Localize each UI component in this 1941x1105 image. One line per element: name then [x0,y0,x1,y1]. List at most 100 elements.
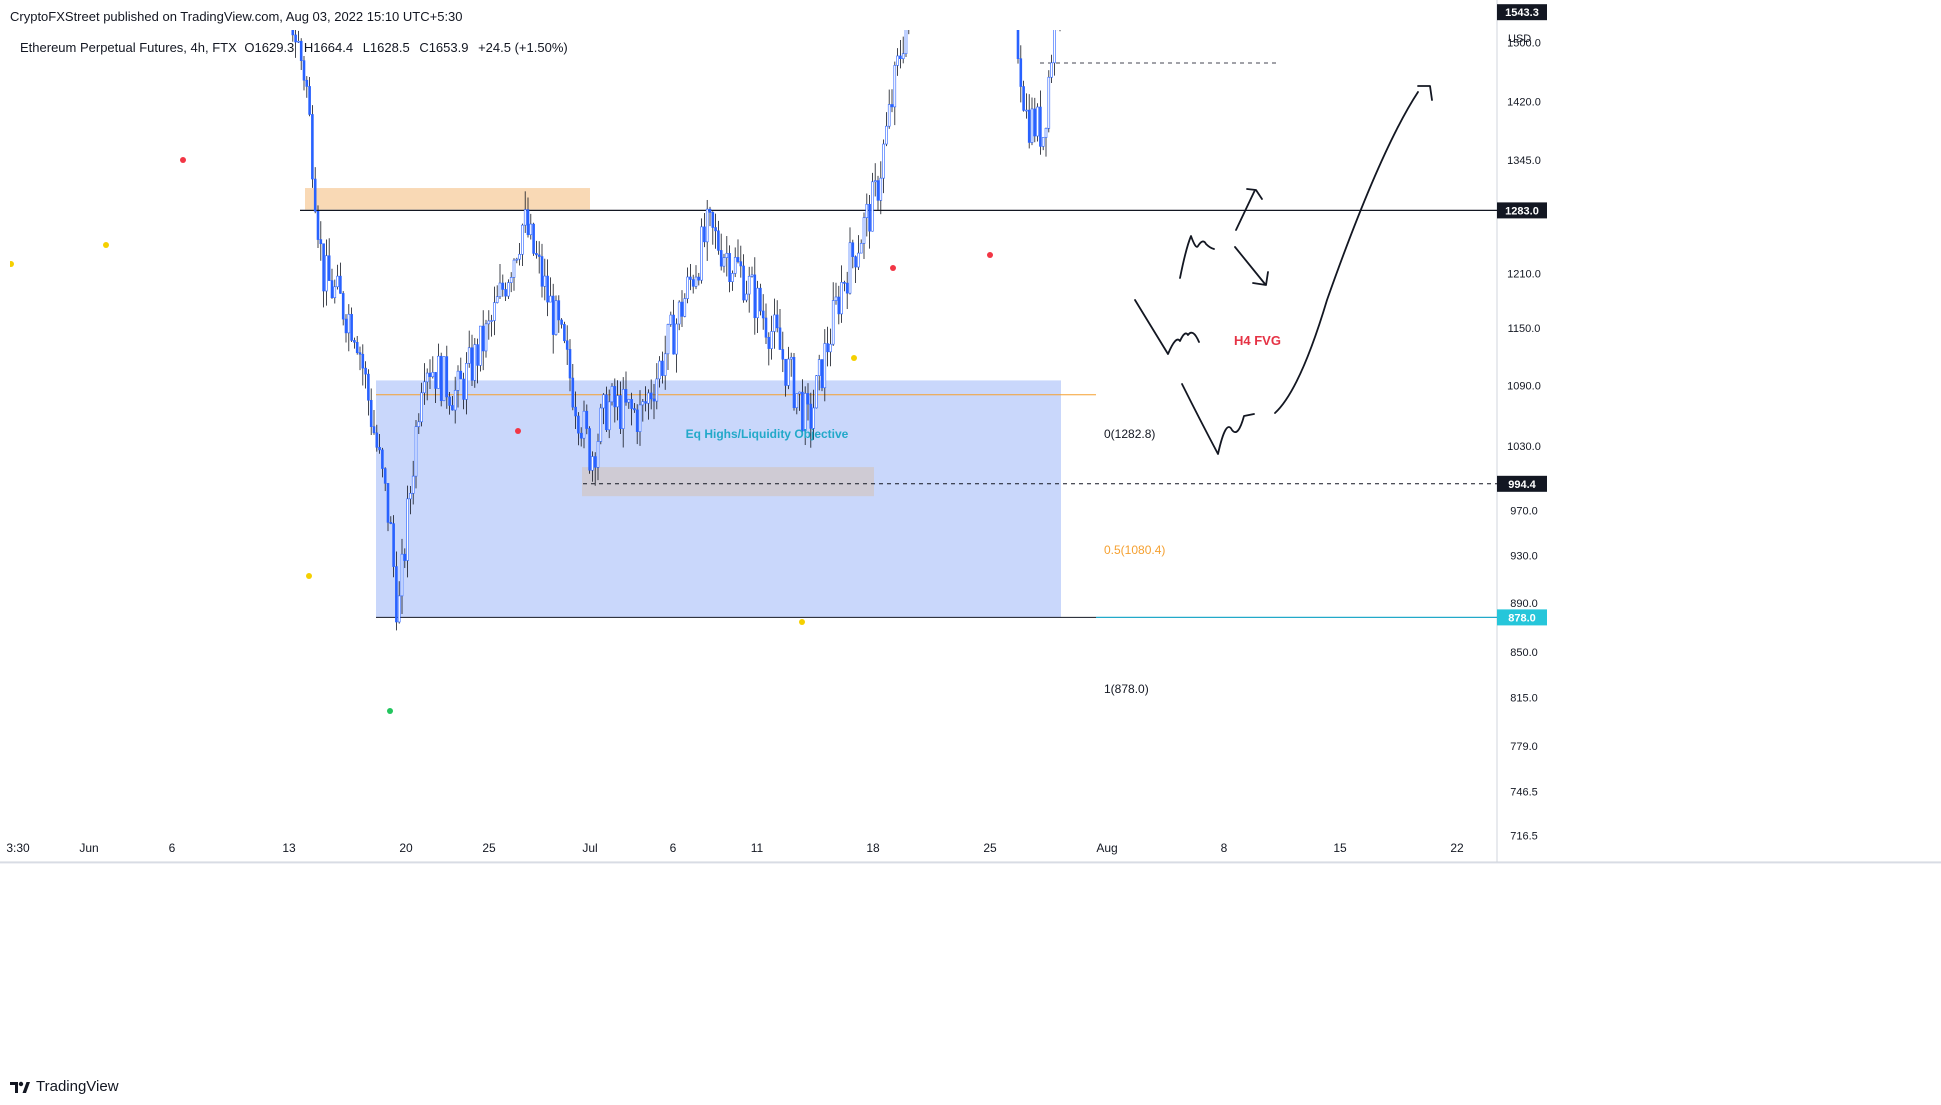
candle-body [761,310,765,319]
candle-body [325,255,328,292]
candle-body [773,314,776,332]
candle-body [353,340,356,343]
plot-area: Eq Highs/Liquidity Objective H4 FVG 0(1282… [10,0,1497,714]
candle-body [904,30,908,55]
candle-body [644,401,647,404]
candle-body [753,274,757,319]
swing-high-marker [890,265,896,271]
candle-body [428,372,432,378]
candle-body [882,143,885,179]
candle-body [1030,108,1034,143]
swing-low-marker-green [387,708,393,714]
ohlc-change: +24.5 (+1.50%) [478,40,568,55]
candle-body [367,373,370,401]
candle-body [484,323,488,352]
candle-body [439,355,443,401]
candle-body [691,279,695,287]
candle-body [467,347,471,364]
time-tick-label: 15 [1333,841,1347,855]
candle-body [456,370,460,391]
candle-body [661,360,664,376]
candle-body [756,287,759,319]
eq-highs-label: Eq Highs/Liquidity Objective [686,427,849,441]
candle-body [873,180,877,183]
candle-body [560,319,563,325]
candle-body [588,428,591,471]
candle-body [879,177,883,201]
candle-body [837,296,841,315]
candle-body [778,327,782,350]
candle-body [364,367,367,375]
candle-body [770,331,773,349]
candle-body [787,358,790,386]
candle-body [613,386,617,408]
candle-body [543,275,547,287]
candle-body [700,226,703,281]
candle-body [537,254,541,257]
candle-body [663,353,667,376]
time-tick-label: 22 [1450,841,1464,855]
candle-body [859,243,863,254]
candle-body [826,343,829,353]
ohlc-high: H1664.4 [303,40,354,55]
candle-body [355,341,359,353]
candle-body [372,426,376,434]
candle-body [725,253,729,258]
candle-body [437,355,440,389]
candle-body [885,125,888,145]
candle-body [406,498,409,561]
candle-body [815,375,818,409]
candle-body [711,212,715,228]
candle-body [812,407,815,429]
candles [291,0,1061,631]
fib-label-1: 1(878.0) [1104,682,1149,696]
candle-body [375,432,379,448]
candle-body [344,318,348,334]
swing-low-marker [306,573,312,579]
candle-body [465,363,468,400]
projection-arrow-down [1234,246,1269,286]
candle-body [526,209,530,236]
time-tick-label: 25 [983,841,997,855]
axis-tick-label: 716.5 [1510,831,1538,843]
candle-body [490,320,493,322]
candle-body [745,293,748,301]
candle-body [899,55,902,60]
axis-tick-label: 1150.0 [1508,323,1541,335]
candle-body [445,356,449,398]
candle-body [736,257,740,262]
candle-body [297,40,300,43]
candle-body [848,242,852,294]
axis-tick-label: 779.0 [1510,741,1538,753]
candle-body [641,401,645,406]
candle-body [493,302,496,321]
candle-body [913,0,915,12]
candle-body [607,401,611,431]
swing-high-marker [180,157,186,163]
candle-body [305,79,309,87]
candle-body [515,258,519,261]
candle-body [294,34,297,43]
axis-currency: USD [1508,33,1531,45]
candle-body [423,381,426,394]
candle-body [633,408,636,411]
tradingview-logo[interactable]: TradingView [10,1078,119,1095]
candle-body [327,255,331,281]
candle-body [350,313,353,341]
candle-body [532,223,535,254]
candle-body [1044,128,1048,138]
candle-body [683,298,687,317]
candle-body [750,274,754,277]
candle-body [686,276,689,299]
candle-body [677,301,681,325]
candle-body [871,181,874,232]
candle-body [868,203,871,232]
candle-body [784,358,787,386]
candle-body [627,399,631,403]
candle-body [829,343,832,353]
candle-body [403,553,407,561]
time-tick-label: 6 [670,841,677,855]
symbol-name[interactable]: Ethereum Perpetual Futures, 4h, FTX [20,40,237,55]
axis-tick-label: 815.0 [1510,692,1538,704]
